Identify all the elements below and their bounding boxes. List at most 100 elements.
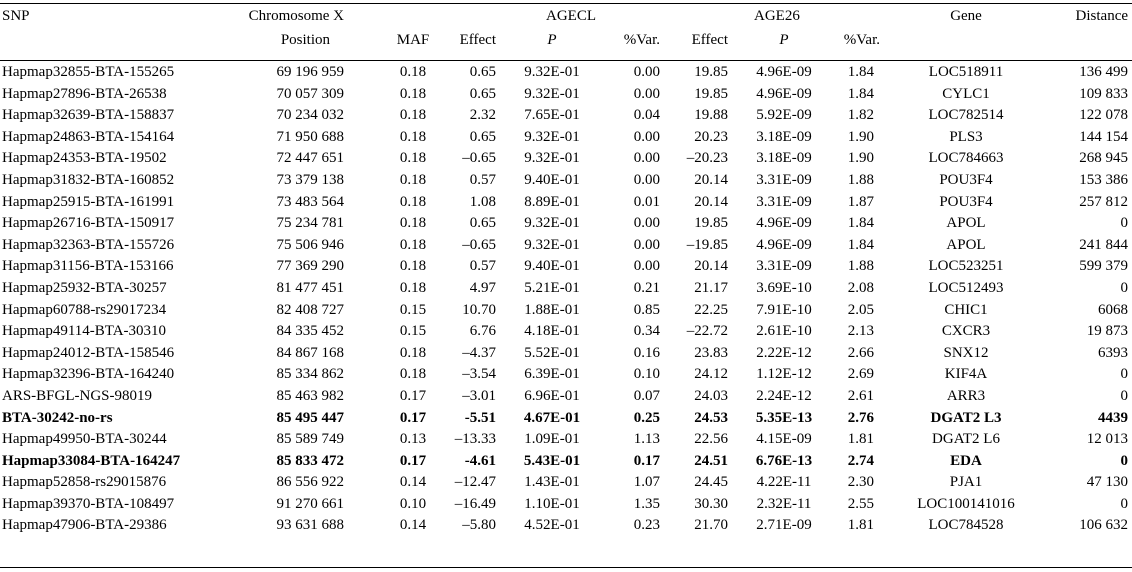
cell-age26-var: 2.69 [847, 366, 875, 383]
cell-age26-p: 3.18E-09 [756, 150, 812, 167]
cell-agecl-p: 7.65E-01 [524, 107, 580, 124]
cell-agecl-effect: –3.54 [462, 366, 496, 383]
cell-age26-effect: 23.83 [694, 344, 728, 361]
table-body: Hapmap32855-BTA-155265 69 196 959 0.18 0.65… [0, 52, 1132, 537]
cell-agecl-var: 0.34 [633, 323, 660, 340]
cell-distance: 0 [1120, 387, 1129, 404]
cell-distance: 0 [1120, 452, 1129, 469]
cell-position: 77 369 290 [276, 258, 345, 275]
cell-age26-p: 2.32E-11 [756, 495, 812, 512]
cell-agecl-effect: 2.32 [469, 107, 496, 124]
cell-gene: LOC100141016 [917, 495, 1015, 512]
cell-agecl-effect: –13.33 [454, 431, 496, 448]
cell-maf: 0.18 [399, 85, 427, 102]
cell-age26-var: 1.84 [847, 85, 875, 102]
cell-agecl-effect: –5.80 [462, 517, 496, 534]
cell-agecl-var: 0.00 [633, 85, 660, 102]
cell-age26-p: 4.22E-11 [756, 474, 812, 491]
table-row: Hapmap25932-BTA-30257 81 477 451 0.18 4.97 5… [0, 278, 1132, 300]
cell-agecl-effect: 0.65 [469, 64, 496, 80]
cell-distance: 0 [1120, 279, 1129, 296]
cell-agecl-effect: 4.97 [469, 279, 496, 296]
cell-position: 86 556 922 [276, 474, 345, 491]
cell-agecl-effect: 0.65 [469, 85, 496, 102]
cell-age26-p: 3.31E-09 [756, 258, 812, 275]
cell-age26-p: 2.71E-09 [756, 517, 812, 534]
table-row: Hapmap24012-BTA-158546 84 867 168 0.18 –4.3… [0, 343, 1132, 365]
cell-gene: LOC784528 [928, 517, 1004, 534]
cell-position: 85 589 749 [276, 431, 345, 448]
cell-age26-var: 2.76 [847, 409, 875, 426]
cell-snp: Hapmap52858-rs29015876 [2, 474, 167, 491]
table-row: Hapmap24863-BTA-154164 71 950 688 0.18 0.65… [0, 127, 1132, 149]
cell-age26-effect: 24.03 [694, 387, 728, 404]
cell-snp: Hapmap25915-BTA-161991 [2, 193, 175, 210]
cell-age26-var: 2.61 [847, 387, 875, 404]
cell-snp: Hapmap31156-BTA-153166 [2, 258, 174, 275]
cell-agecl-var: 0.23 [633, 517, 660, 534]
table-row: Hapmap27896-BTA-26538 70 057 309 0.18 0.65 9… [0, 84, 1132, 106]
cell-agecl-p: 9.40E-01 [524, 171, 580, 188]
cell-position: 85 334 862 [276, 366, 345, 383]
cell-maf: 0.18 [399, 279, 427, 296]
table-row: Hapmap32396-BTA-164240 85 334 862 0.18 –3.5… [0, 364, 1132, 386]
cell-agecl-p: 9.32E-01 [524, 215, 580, 232]
table-top-rule [0, 3, 1132, 4]
cell-age26-p: 4.96E-09 [756, 215, 812, 232]
cell-distance: 6393 [1098, 344, 1129, 361]
cell-agecl-var: 0.00 [633, 128, 660, 145]
cell-agecl-effect: –12.47 [454, 474, 496, 491]
cell-age26-effect: 20.14 [694, 193, 728, 210]
cell-age26-p: 2.61E-10 [756, 323, 812, 340]
cell-snp: Hapmap24863-BTA-154164 [2, 128, 175, 145]
cell-maf: 0.18 [399, 64, 427, 80]
cell-age26-var: 2.05 [847, 301, 875, 318]
cell-gene: APOL [946, 215, 986, 232]
cell-maf: 0.17 [399, 409, 427, 426]
cell-distance: 106 632 [1079, 517, 1129, 534]
cell-distance: 47 130 [1086, 474, 1129, 491]
cell-age26-p: 7.91E-10 [756, 301, 812, 318]
cell-position: 75 234 781 [276, 215, 345, 232]
cell-position: 84 335 452 [276, 323, 345, 340]
cell-maf: 0.18 [399, 344, 427, 361]
cell-agecl-effect: –0.65 [462, 150, 496, 167]
cell-maf: 0.18 [399, 215, 427, 232]
cell-maf: 0.17 [399, 452, 427, 469]
cell-gene: ARR3 [946, 387, 986, 404]
cell-snp: Hapmap49950-BTA-30244 [2, 431, 167, 448]
cell-age26-effect: 20.14 [694, 258, 728, 275]
cell-age26-p: 2.22E-12 [756, 344, 812, 361]
table-row: Hapmap47906-BTA-29386 93 631 688 0.14 –5.80… [0, 515, 1132, 537]
cell-gene: CHIC1 [944, 301, 988, 318]
cell-snp: Hapmap32855-BTA-155265 [2, 64, 175, 80]
cell-age26-var: 1.88 [847, 171, 875, 188]
cell-gene: LOC518911 [928, 64, 1004, 80]
cell-maf: 0.18 [399, 236, 427, 253]
table-row: Hapmap49950-BTA-30244 85 589 749 0.13 –13.3… [0, 429, 1132, 451]
table-row: BTA-30242-no-rs 85 495 447 0.17 -5.51 4.67E-… [0, 408, 1132, 430]
cell-age26-effect: 19.85 [694, 85, 728, 102]
cell-age26-p: 4.96E-09 [756, 236, 812, 253]
table-row: Hapmap32639-BTA-158837 70 234 032 0.18 2.32… [0, 105, 1132, 127]
cell-position: 70 057 309 [276, 85, 345, 102]
cell-age26-var: 2.55 [847, 495, 875, 512]
cell-distance: 122 078 [1079, 107, 1129, 124]
cell-agecl-p: 9.32E-01 [524, 85, 580, 102]
cell-agecl-effect: -4.61 [464, 452, 496, 469]
cell-age26-effect: 19.85 [694, 64, 728, 80]
cell-gene: DGAT2 L3 [930, 409, 1002, 426]
cell-agecl-effect: 0.65 [469, 128, 496, 145]
cell-snp: Hapmap32363-BTA-155726 [2, 236, 175, 253]
cell-agecl-var: 0.00 [633, 171, 660, 188]
header-snp: SNP [2, 8, 30, 24]
cell-snp: Hapmap24353-BTA-19502 [2, 150, 167, 167]
cell-agecl-p: 4.18E-01 [524, 323, 580, 340]
cell-agecl-p: 9.32E-01 [524, 128, 580, 145]
cell-agecl-effect: 0.57 [469, 171, 496, 188]
cell-age26-var: 1.88 [847, 258, 875, 275]
cell-gene: APOL [946, 236, 986, 253]
cell-maf: 0.18 [399, 258, 427, 275]
cell-age26-effect: 19.85 [694, 215, 728, 232]
table-row: Hapmap60788-rs29017234 82 408 727 0.15 10.7… [0, 300, 1132, 322]
